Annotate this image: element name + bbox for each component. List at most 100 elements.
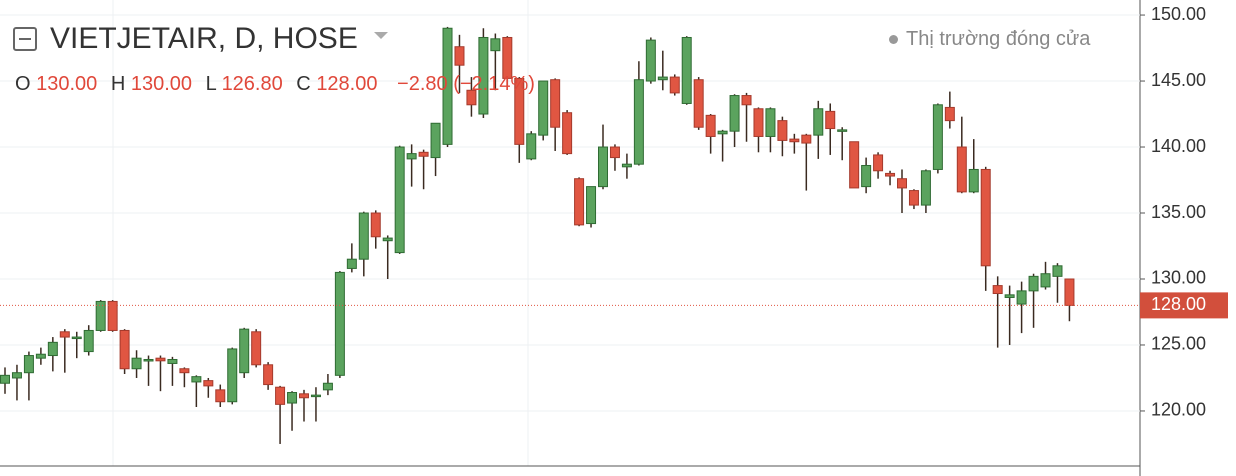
down-candle-body [705, 114, 716, 137]
down-candle-body [885, 172, 896, 177]
down-candle-body [418, 151, 429, 157]
up-candle-body [1040, 273, 1051, 288]
y-tick-label: 140.00 [1151, 136, 1206, 156]
dropdown-arrow[interactable] [374, 32, 388, 39]
down-candle-body [1064, 278, 1075, 306]
down-candle-body [514, 77, 525, 145]
down-candle-body [370, 212, 381, 238]
y-tick-label: 130.00 [1151, 268, 1206, 288]
l-value: 126.80 [221, 73, 283, 95]
up-candle-body [394, 146, 405, 254]
last-price-label: 128.00 [1151, 294, 1206, 314]
down-candle-body [215, 389, 226, 403]
up-candle-body [1052, 265, 1063, 277]
up-candle-body [430, 122, 441, 159]
down-candle-body [119, 329, 130, 370]
symbol-title[interactable]: VIETJETAIR, D, HOSE [50, 22, 358, 55]
up-candle-body [287, 391, 298, 404]
up-candle-body [920, 170, 931, 206]
up-candle-body [239, 328, 250, 374]
y-tick-label: 120.00 [1151, 400, 1206, 420]
market-status: Thị trường đóng cửa [889, 28, 1090, 51]
o-label: O [15, 73, 31, 95]
up-candle-body [167, 358, 178, 364]
down-candle-body [550, 79, 561, 128]
status-text: Thị trường đóng cửa [906, 28, 1091, 50]
up-candle-body [95, 300, 106, 331]
down-candle-body [992, 285, 1003, 295]
down-candle-body [179, 368, 190, 374]
up-candle-body [23, 355, 34, 374]
y-tick-label: 145.00 [1151, 70, 1206, 90]
up-candle-body [382, 237, 393, 242]
down-candle-body [897, 178, 907, 189]
up-candle-body [621, 163, 632, 168]
down-candle-body [263, 364, 274, 386]
up-candle-body [143, 358, 154, 362]
up-candle-body [681, 36, 692, 104]
down-candle-body [59, 331, 70, 338]
down-candle-body [789, 138, 800, 143]
up-candle-body [1028, 275, 1039, 292]
down-candle-body [203, 380, 214, 387]
down-candle-body [299, 393, 309, 399]
collapse-button[interactable] [13, 27, 37, 51]
down-candle-body [693, 79, 704, 128]
up-candle-body [837, 129, 848, 132]
down-candle-body [466, 89, 477, 106]
down-candle-body [574, 178, 585, 226]
change: −2.80 (−2.14%) [397, 73, 535, 95]
up-candle-body [526, 133, 537, 160]
up-candle-body [538, 80, 549, 136]
up-candle-body [322, 382, 333, 391]
down-candle-body [825, 110, 836, 130]
down-candle-body [562, 112, 573, 155]
down-candle-body [741, 95, 752, 106]
up-candle-body [478, 36, 489, 115]
up-candle-body [83, 329, 94, 353]
o-value: 130.00 [36, 73, 98, 95]
up-candle-body [657, 76, 668, 81]
y-tick-label: 135.00 [1151, 202, 1206, 222]
ohlc-legend: O 130.00 H 130.00 L 126.80 C 128.00 −2.8… [15, 73, 535, 96]
down-candle-body [753, 108, 764, 137]
down-candle-body [908, 190, 919, 206]
down-candle-body [107, 300, 118, 331]
down-candle-body [980, 168, 991, 267]
up-candle-body [71, 336, 82, 340]
down-candle-body [956, 146, 967, 193]
down-candle-body [251, 331, 262, 366]
up-candle-body [47, 341, 58, 357]
down-candle-body [275, 386, 286, 405]
down-candle-body [873, 154, 884, 172]
up-candle-body [729, 95, 740, 132]
up-candle-body [131, 357, 142, 370]
down-candle-body [669, 76, 680, 94]
up-candle-body [633, 79, 644, 165]
up-candle-body [0, 374, 10, 384]
c-label: C [296, 73, 311, 95]
up-candle-body [1016, 290, 1027, 305]
down-candle-body [801, 134, 812, 144]
down-candle-body [502, 36, 513, 79]
up-candle-body [191, 376, 202, 383]
down-candle-body [609, 146, 620, 159]
up-candle-body [717, 130, 728, 135]
up-candle-body [490, 38, 501, 52]
up-candle-body [968, 168, 979, 193]
down-candle-body [849, 141, 860, 189]
up-candle-body [35, 353, 46, 359]
up-candle-body [334, 271, 345, 376]
c-value: 128.00 [316, 73, 378, 95]
up-candle-body [227, 348, 238, 403]
up-candle-body [932, 104, 943, 170]
up-candle-body [598, 146, 608, 188]
up-candle-body [861, 164, 872, 188]
up-candle-body [442, 27, 453, 145]
up-candle-body [1004, 294, 1015, 298]
down-candle-body [155, 357, 166, 362]
h-label: H [110, 73, 126, 95]
minus-icon [19, 38, 31, 40]
